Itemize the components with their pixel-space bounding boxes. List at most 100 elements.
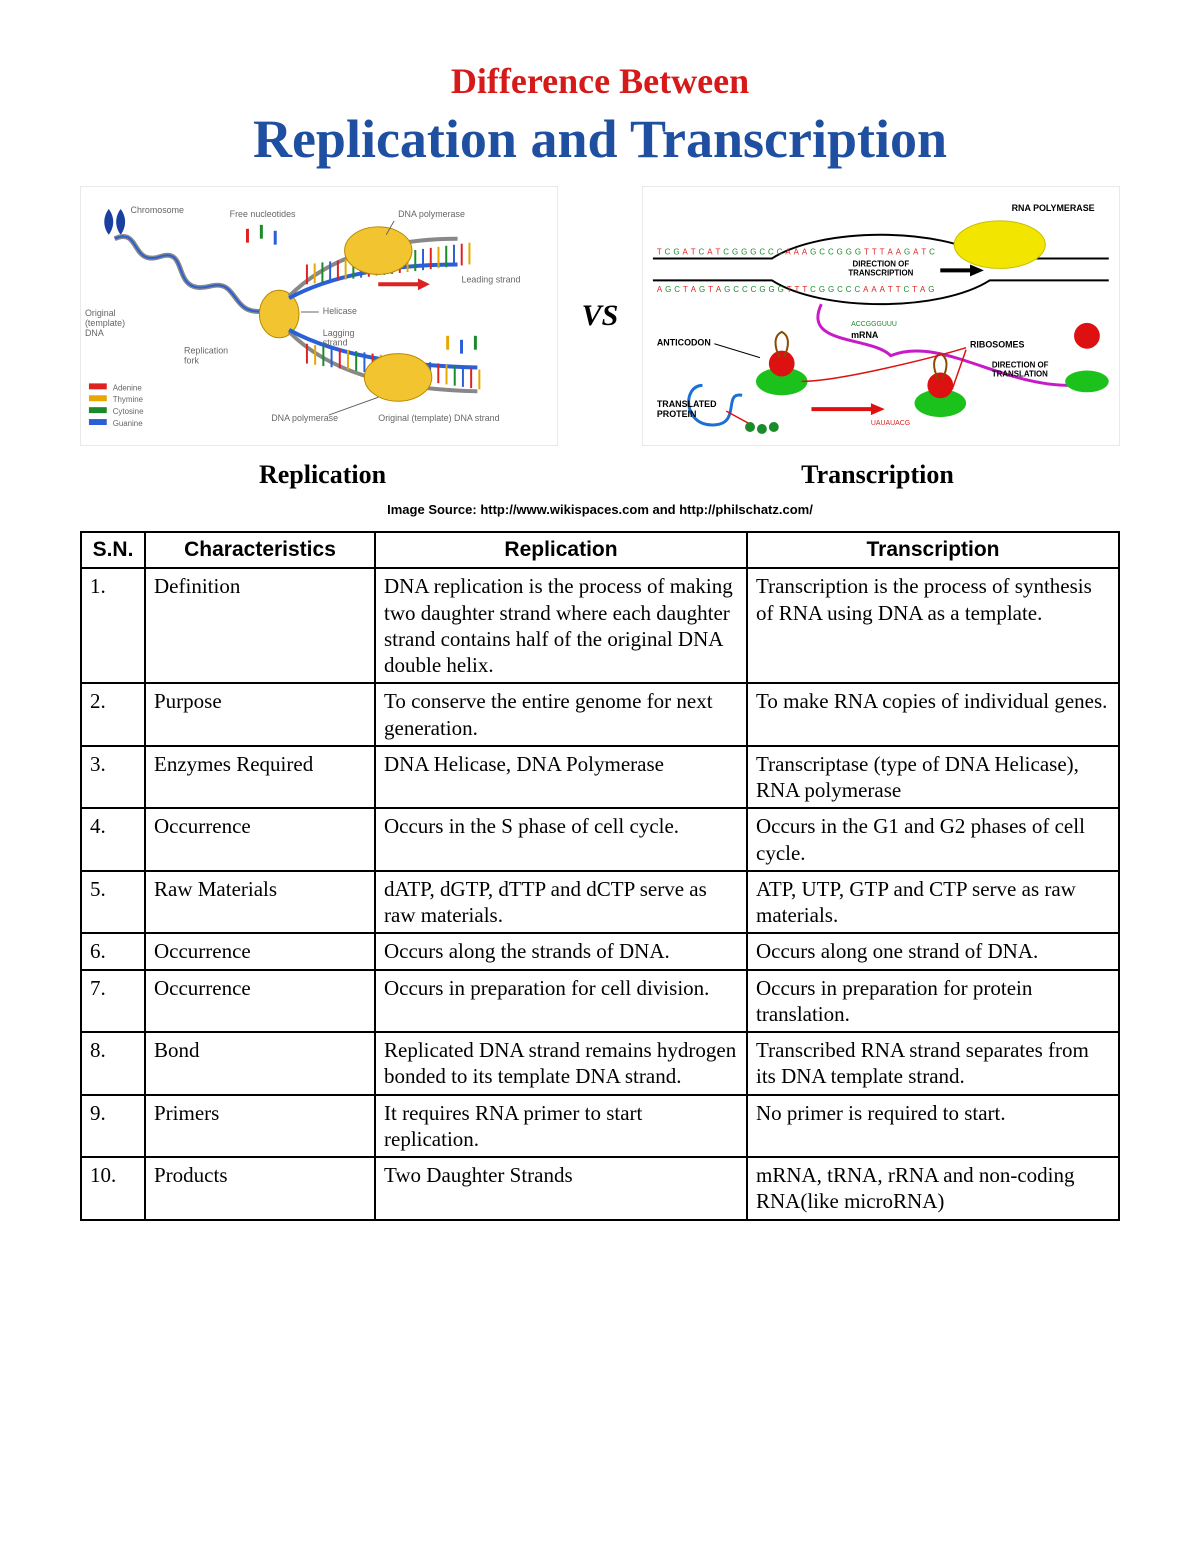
cell-transcription: No primer is required to start. (747, 1095, 1119, 1158)
cell-replication: It requires RNA primer to start replicat… (375, 1095, 747, 1158)
table-row: 4.OccurrenceOccurs in the S phase of cel… (81, 808, 1119, 871)
original-dna-label: Original (template) DNA (85, 308, 128, 338)
ribosome-1 (756, 332, 808, 395)
direction-translation-label: DIRECTION OFTRANSLATION (992, 361, 1049, 379)
chromosome-icon: Chromosome (104, 205, 184, 235)
replication-fork-label: Replicationfork (184, 346, 228, 366)
cell-sn: 9. (81, 1095, 145, 1158)
table-row: 5.Raw MaterialsdATP, dGTP, dTTP and dCTP… (81, 871, 1119, 934)
spare-green-icon (1066, 371, 1110, 393)
title-line-2: Replication and Transcription (80, 108, 1120, 170)
cell-sn: 10. (81, 1157, 145, 1220)
cell-characteristic: Occurrence (145, 808, 375, 871)
base-legend: AdenineThymineCytosineGuanine (89, 383, 144, 428)
cell-transcription: ATP, UTP, GTP and CTP serve as raw mater… (747, 871, 1119, 934)
cell-characteristic: Occurrence (145, 970, 375, 1033)
transcription-diagram: TCGATCATCGGGCCCAAAGCCGGGTTTAAGATC AGCTAG… (642, 186, 1120, 446)
cell-sn: 7. (81, 970, 145, 1033)
cell-replication: DNA Helicase, DNA Polymerase (375, 746, 747, 809)
table-row: 7.OccurrenceOccurs in preparation for ce… (81, 970, 1119, 1033)
chromosome-label: Chromosome (131, 205, 185, 215)
ribosomes-label: RIBOSOMES (970, 340, 1024, 350)
polymerase-bottom-icon (364, 354, 431, 402)
cell-replication: DNA replication is the process of making… (375, 568, 747, 683)
translation-arrow-icon (812, 403, 885, 415)
translated-protein-label: TRANSLATEDPROTEIN (657, 399, 717, 419)
cell-characteristic: Raw Materials (145, 871, 375, 934)
rna-polymerase-icon (955, 221, 1046, 269)
subtitle-left: Replication (80, 460, 565, 490)
replication-svg: Chromosome Original (template) DNA Helic… (81, 187, 557, 445)
cell-sn: 5. (81, 871, 145, 934)
table-row: 8.BondReplicated DNA strand remains hydr… (81, 1032, 1119, 1095)
direction-transcription-label: DIRECTION OFTRANSCRIPTION (849, 259, 914, 277)
transcription-arrow-icon (941, 264, 985, 276)
cell-transcription: To make RNA copies of individual genes. (747, 683, 1119, 746)
cell-transcription: Transcribed RNA strand separates from it… (747, 1032, 1119, 1095)
svg-text:Thymine: Thymine (113, 395, 144, 404)
replication-diagram: Chromosome Original (template) DNA Helic… (80, 186, 558, 446)
table-row: 1.DefinitionDNA replication is the proce… (81, 568, 1119, 683)
transcription-svg: TCGATCATCGGGCCCAAAGCCGGGTTTAAGATC AGCTAG… (643, 187, 1119, 445)
dna-top-sequence: TCGATCATCGGGCCCAAAGCCGGGTTTAAGATC (657, 248, 938, 257)
cell-sn: 4. (81, 808, 145, 871)
table-row: 6.OccurrenceOccurs along the strands of … (81, 933, 1119, 969)
subtitle-row: Replication Transcription (80, 452, 1120, 496)
svg-text:Guanine: Guanine (113, 419, 143, 428)
helicase-label: Helicase (323, 306, 357, 316)
codon-seq: UAUAUACG (871, 420, 910, 427)
table-row: 10.ProductsTwo Daughter StrandsmRNA, tRN… (81, 1157, 1119, 1220)
cell-transcription: Occurs along one strand of DNA. (747, 933, 1119, 969)
ribosome-pointer-2 (953, 350, 967, 390)
page: Difference Between Replication and Trans… (0, 0, 1200, 1301)
lagging-strand-label: Laggingstrand (323, 328, 355, 348)
cell-characteristic: Occurrence (145, 933, 375, 969)
polymerase-top-icon (345, 227, 412, 275)
col-transcription: Transcription (747, 532, 1119, 568)
col-characteristics: Characteristics (145, 532, 375, 568)
table-row: 3.Enzymes RequiredDNA Helicase, DNA Poly… (81, 746, 1119, 809)
dna-polymerase-label-bottom: DNA polymerase (271, 413, 338, 423)
cell-sn: 3. (81, 746, 145, 809)
cell-sn: 6. (81, 933, 145, 969)
cell-sn: 1. (81, 568, 145, 683)
lagging-free-nts (448, 336, 476, 354)
original-strand-bottom-label: Original (template) DNA strand (378, 413, 499, 423)
coiled-dna-inner (115, 236, 265, 311)
table-row: 9.PrimersIt requires RNA primer to start… (81, 1095, 1119, 1158)
cell-characteristic: Enzymes Required (145, 746, 375, 809)
cell-replication: To conserve the entire genome for next g… (375, 683, 747, 746)
col-sn: S.N. (81, 532, 145, 568)
cell-replication: Occurs in preparation for cell division. (375, 970, 747, 1033)
cell-characteristic: Definition (145, 568, 375, 683)
table-row: 2.PurposeTo conserve the entire genome f… (81, 683, 1119, 746)
free-nucleotides-label: Free nucleotides (230, 209, 296, 219)
cell-sn: 8. (81, 1032, 145, 1095)
cell-characteristic: Primers (145, 1095, 375, 1158)
cell-characteristic: Products (145, 1157, 375, 1220)
ribosome-2 (915, 354, 967, 417)
vs-label: VS (568, 299, 633, 333)
subtitle-right: Transcription (635, 460, 1120, 490)
cell-replication: Two Daughter Strands (375, 1157, 747, 1220)
mrna-seq: ACCGGGUUU (851, 321, 897, 328)
dna-bottom-sequence: AGCTAGTAGCCCGGGTTTCGGCCCAAATTCTAG (657, 285, 938, 294)
table-header-row: S.N. Characteristics Replication Transcr… (81, 532, 1119, 568)
mrna-label: mRNA (851, 330, 879, 340)
title-line-1: Difference Between (80, 60, 1120, 102)
leading-strand-label: Leading strand (462, 274, 521, 284)
dna-polymerase-label-top: DNA polymerase (398, 209, 465, 219)
free-nucleotides-icon (247, 225, 275, 245)
leading-arrow-icon (378, 278, 430, 290)
cell-replication: Occurs in the S phase of cell cycle. (375, 808, 747, 871)
image-source: Image Source: http://www.wikispaces.com … (80, 502, 1120, 517)
cell-transcription: mRNA, tRNA, rRNA and non-coding RNA(like… (747, 1157, 1119, 1220)
cell-transcription: Occurs in preparation for protein transl… (747, 970, 1119, 1033)
svg-text:Cytosine: Cytosine (113, 407, 144, 416)
cell-sn: 2. (81, 683, 145, 746)
cell-transcription: Transcription is the process of synthesi… (747, 568, 1119, 683)
anticodon-label: ANTICODON (657, 338, 711, 348)
cell-transcription: Occurs in the G1 and G2 phases of cell c… (747, 808, 1119, 871)
comparison-table: S.N. Characteristics Replication Transcr… (80, 531, 1120, 1221)
col-replication: Replication (375, 532, 747, 568)
